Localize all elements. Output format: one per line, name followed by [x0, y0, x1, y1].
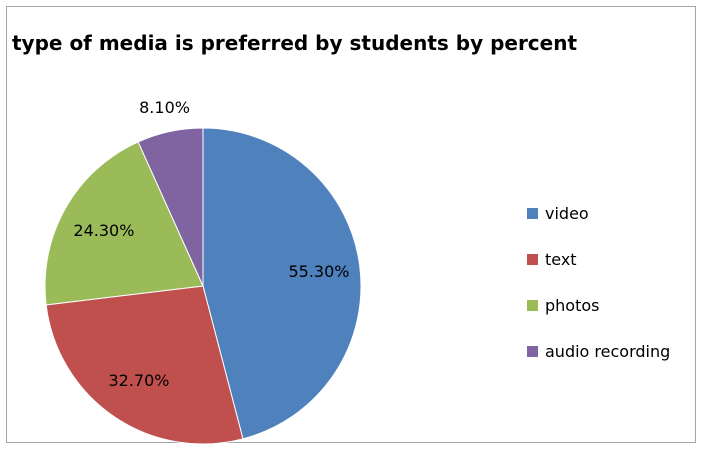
legend: video text photos audio recording — [527, 202, 670, 386]
pie-slice-audio-recording — [137, 127, 204, 287]
data-label-text: 32.70% — [108, 371, 169, 390]
pie-slice-text — [45, 285, 244, 445]
legend-label: audio recording — [545, 342, 671, 361]
legend-label: text — [545, 250, 577, 269]
legend-swatch — [527, 254, 538, 265]
legend-label: photos — [545, 296, 600, 315]
pie-slice-photos — [44, 141, 204, 306]
legend-item-video: video — [527, 202, 670, 225]
legend-item-audio-recording: audio recording — [527, 340, 670, 363]
data-label-audio-recording: 8.10% — [139, 98, 190, 117]
legend-item-text: text — [527, 248, 670, 271]
data-label-photos: 24.30% — [73, 221, 134, 240]
legend-swatch — [527, 346, 538, 357]
data-label-video: 55.30% — [288, 262, 349, 281]
legend-item-photos: photos — [527, 294, 670, 317]
legend-swatch — [527, 208, 538, 219]
pie-slice-video — [202, 127, 362, 440]
legend-swatch — [527, 300, 538, 311]
legend-label: video — [545, 204, 589, 223]
chart-title: type of media is preferred by students b… — [12, 31, 578, 55]
